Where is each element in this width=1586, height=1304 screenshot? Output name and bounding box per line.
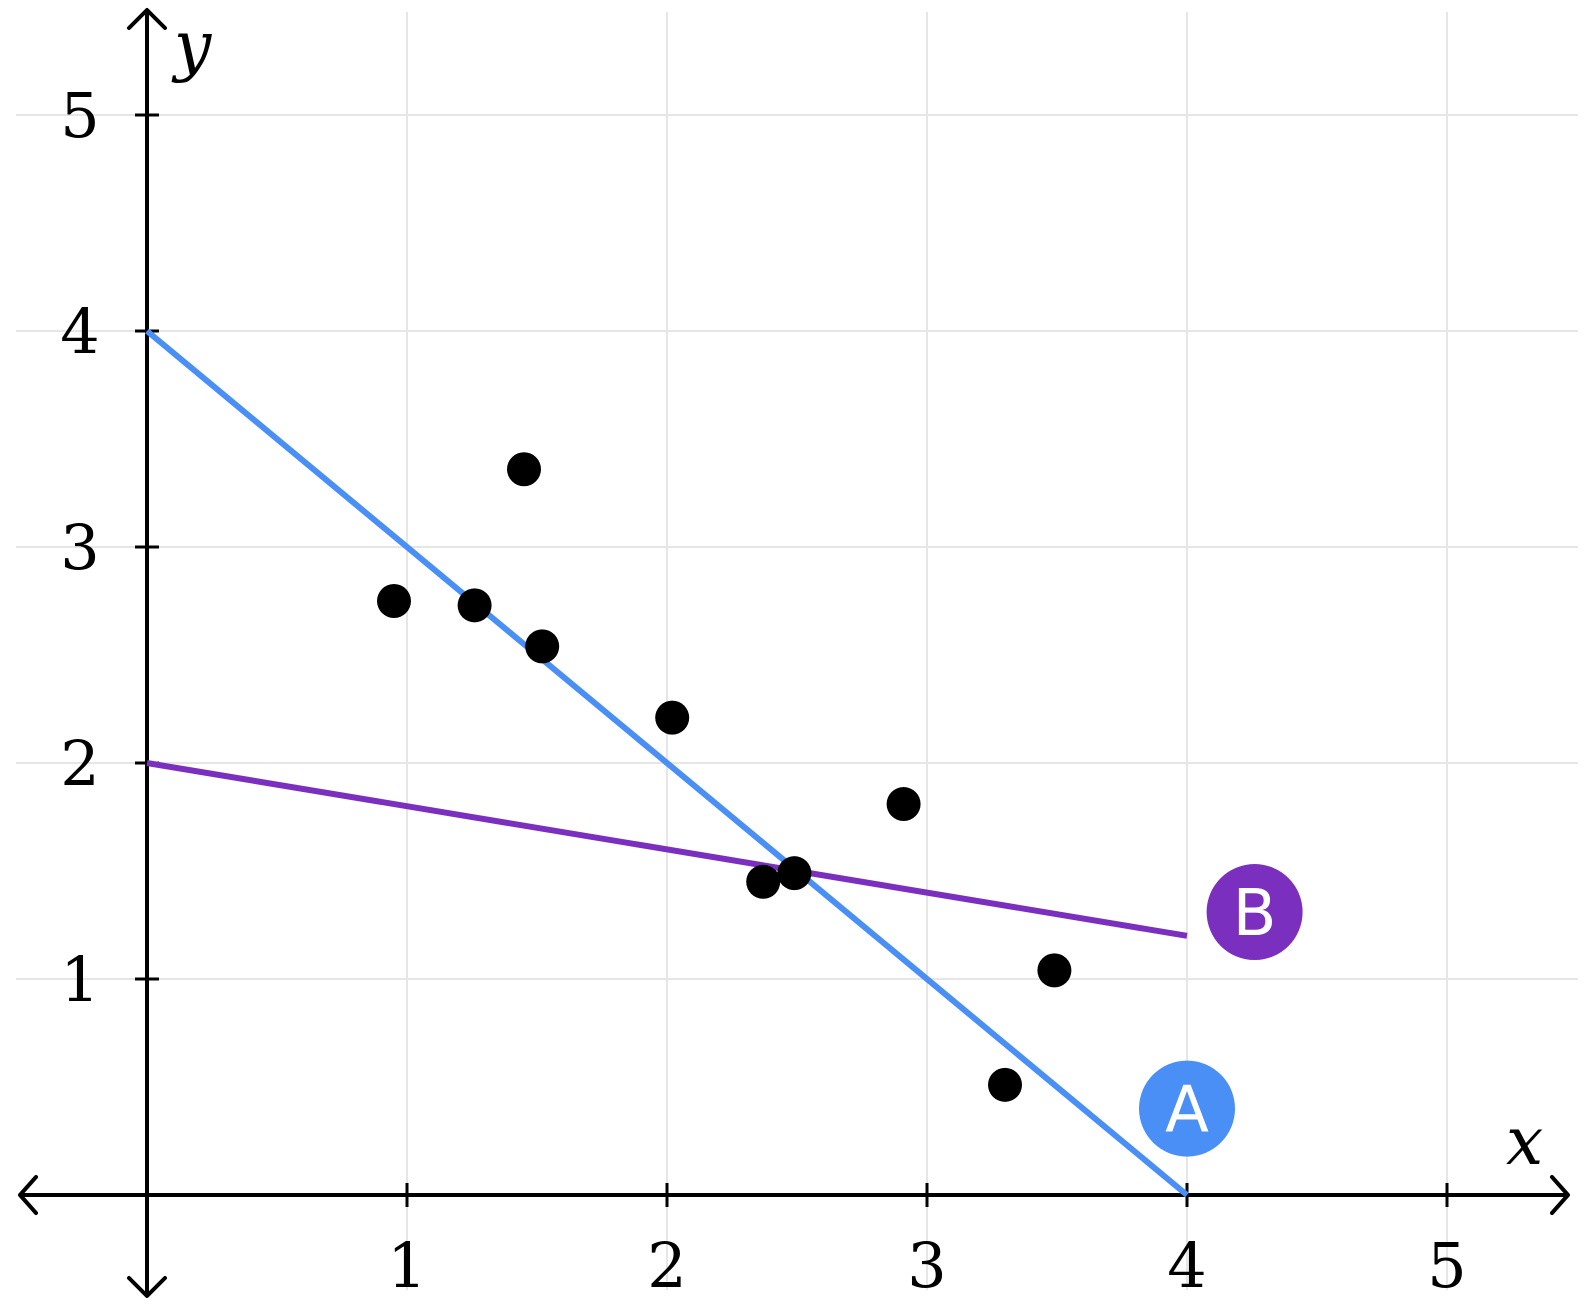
data-point-8 <box>886 787 921 822</box>
axes <box>18 8 1570 1298</box>
x-tick-label-1: 1 <box>387 1229 426 1302</box>
x-tick-label-5: 5 <box>1427 1229 1466 1302</box>
data-point-7 <box>777 856 812 891</box>
data-point-10 <box>1037 953 1072 988</box>
data-point-5 <box>655 700 690 735</box>
data-points <box>377 452 1072 1102</box>
data-point-2 <box>457 588 492 623</box>
x-axis-arrow-right <box>1550 1175 1570 1215</box>
data-point-4 <box>525 629 560 664</box>
fit-lines <box>145 328 1189 1198</box>
line-a <box>145 328 1189 1198</box>
badge-b-circle <box>1206 864 1303 961</box>
x-tick-label-2: 2 <box>647 1229 686 1302</box>
y-axis-label: y <box>171 7 212 84</box>
y-axis-arrow-top <box>127 8 167 30</box>
x-tick-label-3: 3 <box>907 1229 946 1302</box>
line-b <box>146 760 1188 939</box>
y-tick-label-2: 2 <box>60 727 99 800</box>
y-tick-label-5: 5 <box>60 79 99 152</box>
data-point-6 <box>746 864 781 899</box>
y-tick-label-4: 4 <box>60 295 99 368</box>
y-tick-label-3: 3 <box>60 511 99 584</box>
y-tick-label-1: 1 <box>60 943 99 1016</box>
x-axis-label: x <box>1506 1103 1543 1180</box>
line-badges: AB <box>1139 864 1303 1157</box>
data-point-3 <box>507 452 541 487</box>
ticks: 1 2 3 4 5 1 2 3 4 5 <box>60 79 1466 1302</box>
y-axis-arrow-bottom <box>127 1276 167 1298</box>
badge-a-circle <box>1139 1060 1235 1157</box>
data-point-1 <box>377 584 411 618</box>
badge-b-label: B <box>1233 877 1277 951</box>
x-tick-label-4: 4 <box>1167 1229 1206 1302</box>
data-point-9 <box>988 1067 1022 1102</box>
grid <box>16 12 1578 1290</box>
x-axis-arrow-left <box>18 1175 38 1215</box>
badge-a-label: A <box>1165 1074 1209 1148</box>
